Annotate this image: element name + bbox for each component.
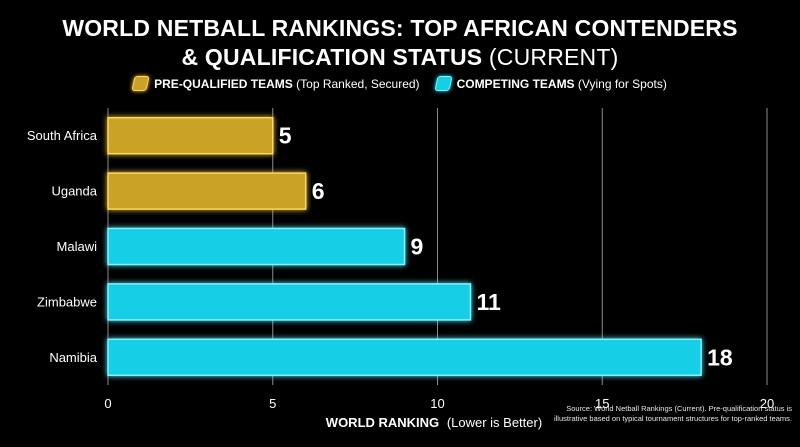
value-label-malawi: 9	[411, 234, 424, 260]
legend-competing-bold: COMPETING TEAMS	[456, 76, 575, 91]
bars-group	[107, 116, 702, 377]
x-axis-label: WORLD RANKING (Lower is Better)	[326, 415, 542, 430]
legend-item-competing: COMPETING TEAMS (Vying for Spots)	[433, 76, 667, 91]
category-labels: South Africa Uganda Malawi Zimbabwe Namibia	[27, 128, 98, 365]
title-line-2-light: (CURRENT)	[488, 44, 619, 70]
bar-south-africa	[107, 116, 274, 155]
category-label-malawi: Malawi	[57, 239, 98, 254]
legend-item-prequalified: PRE-QUALIFIED TEAMS (Top Ranked, Secured…	[131, 76, 420, 91]
legend-label-competing: COMPETING TEAMS (Vying for Spots)	[457, 77, 667, 91]
title-line-2: & QUALIFICATION STATUS (CURRENT)	[0, 43, 800, 72]
value-labels: 5 6 9 11 18	[279, 123, 733, 371]
source-note: Source: World Netball Rankings (Current)…	[553, 404, 792, 423]
legend-prequalified-light: (Top Ranked, Secured)	[296, 76, 420, 91]
value-label-namibia: 18	[707, 344, 733, 370]
x-tick-label-0: 0	[104, 396, 111, 411]
x-axis-label-bold: WORLD RANKING	[326, 415, 439, 430]
bar-malawi	[107, 227, 406, 266]
legend-prequalified-bold: PRE-QUALIFIED TEAMS	[154, 76, 293, 91]
title-line-1: WORLD NETBALL RANKINGS: TOP AFRICAN CONT…	[62, 15, 738, 41]
category-label-south-africa: South Africa	[27, 128, 98, 143]
category-label-zimbabwe: Zimbabwe	[37, 294, 97, 309]
value-label-south-africa: 5	[279, 123, 292, 149]
x-axis-label-light: (Lower is Better)	[447, 415, 542, 430]
value-label-uganda: 6	[312, 178, 325, 204]
bar-namibia	[107, 338, 702, 377]
bar-zimbabwe	[107, 283, 472, 321]
x-tick-label-5: 5	[269, 396, 276, 411]
chart-title: WORLD NETBALL RANKINGS: TOP AFRICAN CONT…	[0, 14, 800, 72]
bar-uganda	[107, 172, 307, 210]
x-tick-label-15: 15	[595, 396, 609, 411]
x-tick-label-10: 10	[430, 396, 444, 411]
chart-legend: PRE-QUALIFIED TEAMS (Top Ranked, Secured…	[0, 76, 800, 91]
legend-label-prequalified: PRE-QUALIFIED TEAMS (Top Ranked, Secured…	[154, 77, 419, 91]
x-tick-labels: 0 5 10 15 20	[104, 396, 774, 411]
title-line-2-bold: & QUALIFICATION STATUS	[181, 44, 483, 70]
category-label-namibia: Namibia	[49, 350, 97, 365]
category-label-uganda: Uganda	[51, 184, 97, 199]
x-tick-label-20: 20	[760, 396, 774, 411]
legend-competing-light: (Vying for Spots)	[577, 76, 667, 91]
value-label-zimbabwe: 11	[476, 289, 501, 315]
